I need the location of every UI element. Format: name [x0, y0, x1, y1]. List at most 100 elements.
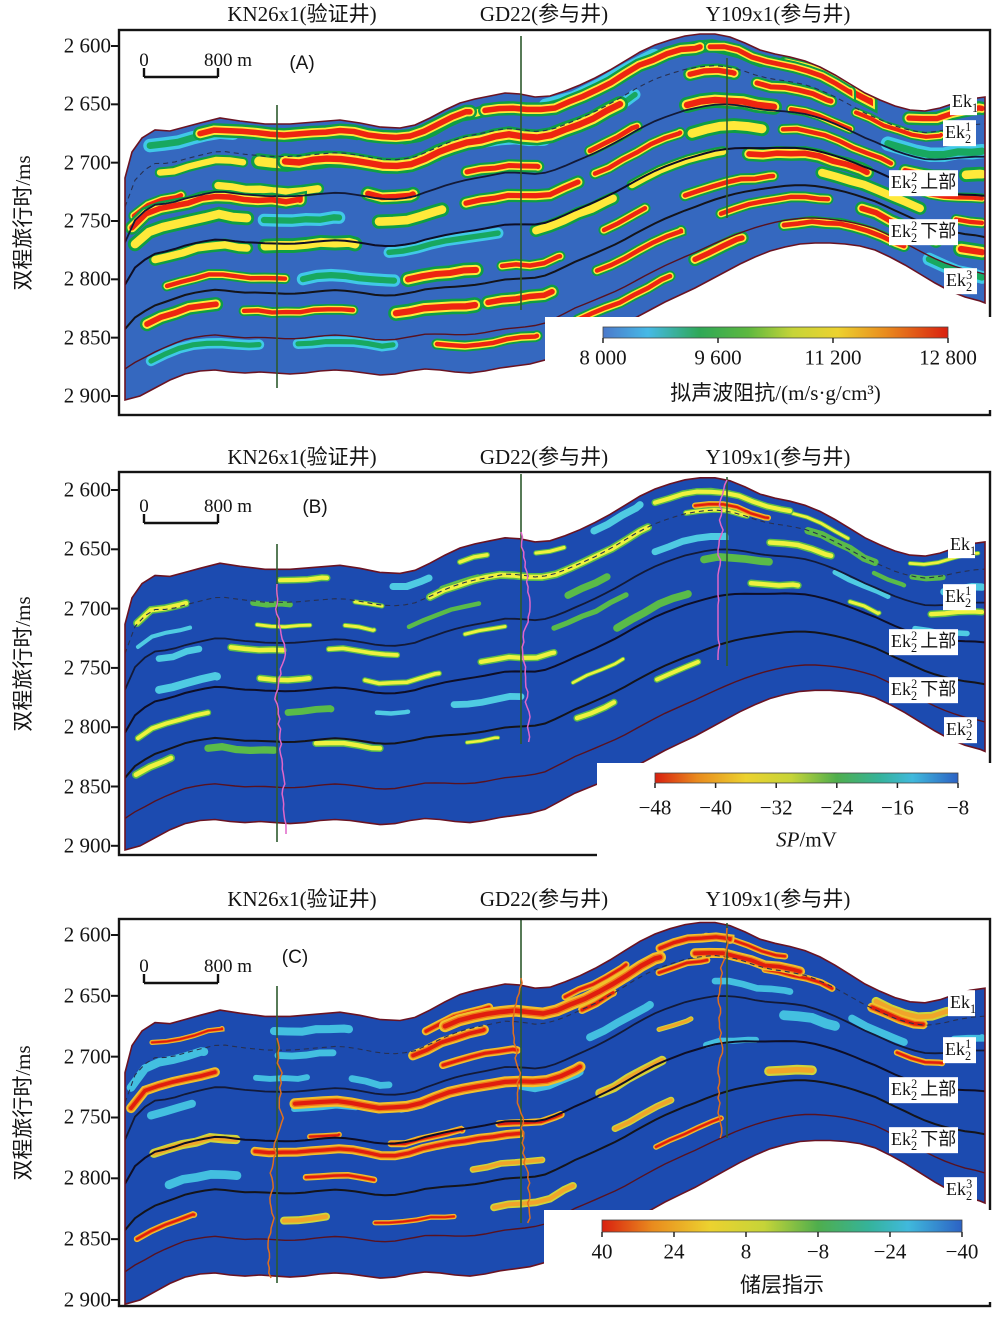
seismic-anomaly-streak [848, 1014, 908, 1046]
seismic-anomaly-streak [450, 693, 525, 708]
seismic-anomaly-streak [133, 755, 174, 778]
well-title: KN26x1(验证井) [227, 2, 377, 26]
seismic-anomaly-streak [147, 1099, 196, 1120]
seismic-anomaly-streak [693, 502, 770, 519]
colorbar-tick-label: 40 [591, 1239, 613, 1264]
horizon-label: Ek22 下部 [889, 1127, 959, 1153]
seismic-anomaly-streak [465, 736, 500, 744]
seismic-anomaly-streak [164, 272, 288, 289]
seismic-body [125, 477, 985, 850]
colorbar-tick-label: −16 [880, 795, 914, 820]
horizon-label: Ek22 下部 [889, 219, 959, 245]
seismic-anomaly-streak [693, 950, 802, 974]
seismic-anomaly-streak [463, 625, 507, 636]
section-outline [124, 477, 986, 852]
y-tick-label: 2 800 [63, 1165, 111, 1190]
seismic-anomaly-streak [151, 1027, 223, 1044]
seismic-anomaly-streak [575, 273, 673, 322]
seismic-anomaly-streak [832, 569, 891, 599]
seismic-anomaly-streak [260, 237, 360, 251]
y-tick-label: 2 600 [63, 33, 111, 58]
colorbar [545, 317, 999, 410]
seismic-anomaly-streak [253, 1131, 522, 1158]
seismic-anomalies [125, 39, 985, 370]
seismic-anomaly-streak [441, 1047, 519, 1067]
colorbar [544, 1210, 999, 1302]
seismic-anomaly-streak [155, 671, 221, 694]
seismic-anomaly-streak [471, 1158, 544, 1172]
seismic-anomaly-streak [683, 96, 778, 110]
seismic-anomaly-streak [551, 592, 629, 631]
colorbar-title: 储层指示 [740, 1273, 824, 1297]
seismic-anomaly-streak [389, 574, 433, 591]
seismic-anomaly-streak [534, 545, 566, 555]
seismic-anomaly-streak [601, 206, 648, 233]
seismic-anomaly-streak [779, 1010, 840, 1031]
seismic-anomaly-streak [313, 740, 383, 751]
seismic-anomaly-streak [392, 301, 479, 317]
colorbar-tick-label: −48 [638, 795, 672, 820]
well-log-curve [717, 479, 728, 660]
seismic-anomaly-streak [499, 254, 563, 269]
colorbar-gradient [602, 326, 949, 339]
well-title: GD22(参与井) [479, 445, 609, 469]
horizon-line [125, 592, 985, 734]
plot-frame [117, 917, 992, 1308]
well-title: Y109x1(参与井) [705, 2, 851, 26]
colorbar-tick-label: 8 [740, 1239, 752, 1264]
colorbar-tick-label: −8 [946, 795, 970, 820]
well-title: KN26x1(验证井) [227, 887, 377, 911]
seismic-anomaly-streak [363, 671, 441, 686]
seismic-anomaly-streak [164, 1170, 242, 1190]
well-log-curve [717, 927, 729, 1139]
seismic-anomaly-streak [148, 340, 262, 364]
y-tick-label: 2 600 [63, 922, 111, 947]
seismic-anomaly-streak [308, 1133, 341, 1138]
seismic-anomaly-streak [788, 107, 853, 132]
y-tick-label: 2 900 [63, 833, 111, 858]
seismic-anomaly-streak [957, 245, 985, 256]
seismic-anomaly-streak [404, 266, 480, 283]
colorbar-tick-label: −40 [945, 1239, 979, 1264]
seismic-anomaly-streak [485, 288, 555, 306]
seismic-anomaly-streak [281, 1214, 329, 1223]
horizon-label: Ek1 [948, 532, 977, 558]
y-tick-label: 2 700 [63, 150, 111, 175]
horizon-label: Ek22 上部 [889, 170, 959, 196]
seismic-anomaly-streak [136, 710, 210, 741]
y-tick-label: 2 650 [63, 91, 111, 116]
scale-bar [142, 974, 220, 985]
horizon-line [125, 548, 985, 691]
seismic-anomaly-streak [613, 590, 692, 632]
y-tick-label: 2 850 [63, 325, 111, 350]
well-log-curve [267, 1037, 285, 1279]
horizon-label: Ek23 [944, 1177, 978, 1203]
colorbar-gradient [601, 1219, 963, 1233]
well-title: Y109x1(参与井) [705, 887, 851, 911]
horizon-label: Ek22 上部 [889, 1077, 959, 1103]
well-title: GD22(参与井) [479, 887, 609, 911]
y-tick-label: 2 900 [63, 383, 111, 408]
seismic-anomaly-streak [374, 205, 447, 226]
seismic-anomaly-streak [442, 955, 663, 1029]
seismic-anomaly-streak [144, 301, 219, 327]
colorbar [597, 763, 999, 858]
y-tick-label: 2 750 [63, 1104, 111, 1129]
plot-frame [117, 470, 992, 857]
seismic-anomaly-streak [129, 1070, 217, 1111]
horizon-label: Ek1 [950, 89, 979, 115]
horizon-label: Ek21 [943, 1037, 977, 1063]
seismic-anomaly-streak [277, 575, 330, 583]
well-log-curve [274, 583, 287, 834]
panel-b-section [111, 470, 999, 858]
seismic-anomaly-streak [700, 553, 773, 566]
seismic-anomaly-streak [711, 977, 794, 995]
colorbar-tick-label: 24 [663, 1239, 685, 1264]
colorbar-title: 拟声波阻抗/(m/s·g/cm³) [670, 381, 881, 405]
seismic-anomaly-streak [304, 1174, 376, 1182]
scale-bar-zero: 0 [139, 956, 149, 977]
well-log-curve [520, 531, 531, 743]
y-tick-label: 2 750 [63, 208, 111, 233]
seismic-anomaly-streak [563, 963, 628, 999]
